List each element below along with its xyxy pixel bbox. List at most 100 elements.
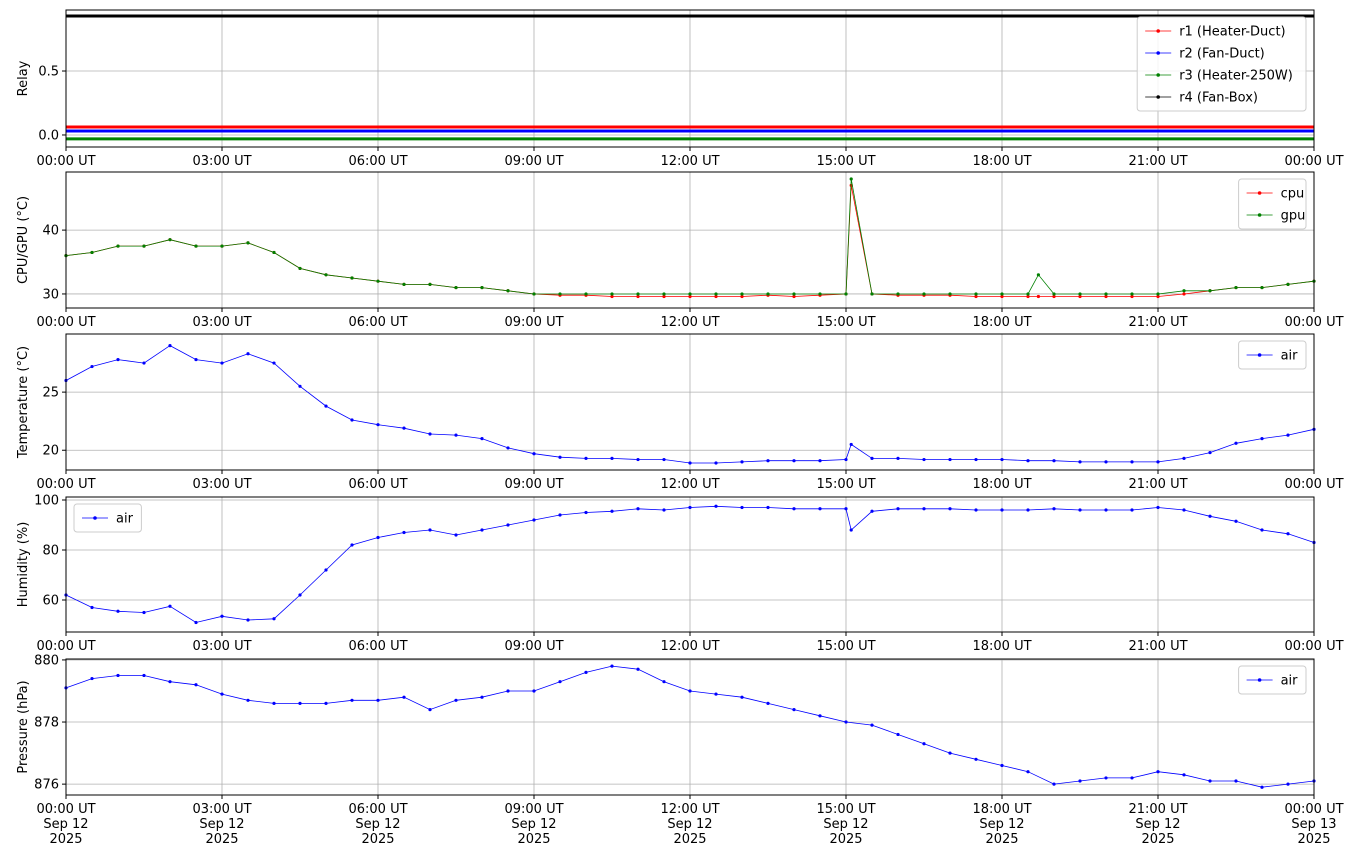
data-point xyxy=(350,543,354,547)
x-tick-label-line: Sep 12 xyxy=(667,817,712,832)
x-tick-label: 06:00 UT xyxy=(348,639,407,654)
data-point xyxy=(324,404,328,408)
x-tick-label-line: 00:00 UT xyxy=(1284,802,1343,817)
legend: cpu gpu xyxy=(1238,178,1307,230)
x-tick-label: 00:00 UT xyxy=(1284,154,1343,169)
data-point xyxy=(558,292,562,296)
data-point xyxy=(350,418,354,422)
data-point xyxy=(324,273,328,277)
x-tick-label: 18:00 UT xyxy=(972,639,1031,654)
x-tick-label-line: 00:00 UT xyxy=(1284,154,1343,169)
x-tick-label-line: 03:00 UT xyxy=(192,802,251,817)
data-point xyxy=(662,292,666,296)
data-point xyxy=(974,292,978,296)
data-point xyxy=(428,528,432,532)
y-axis-label: Humidity (%) xyxy=(16,522,31,608)
data-point xyxy=(974,757,978,761)
data-point xyxy=(740,292,744,296)
x-tick-label-line: 15:00 UT xyxy=(816,477,875,492)
y-tick-label: 100 xyxy=(34,494,59,509)
data-point xyxy=(402,695,406,699)
x-tick-label-line: 2025 xyxy=(49,832,82,847)
x-tick-label-line: Sep 12 xyxy=(43,817,88,832)
data-point xyxy=(1026,459,1030,463)
data-point xyxy=(142,361,146,365)
data-point xyxy=(246,352,250,356)
data-point xyxy=(792,292,796,296)
x-tick-label-line: 15:00 UT xyxy=(816,315,875,330)
legend: air xyxy=(73,503,142,533)
y-tick-label: 25 xyxy=(42,386,59,401)
data-point xyxy=(849,528,853,532)
data-point xyxy=(1000,294,1004,299)
x-tick-label: 00:00 UT Sep 12 2025 xyxy=(36,802,95,847)
data-point xyxy=(974,294,978,299)
data-point xyxy=(584,456,588,460)
y-tick-label: 880 xyxy=(34,653,59,668)
x-tick-label-line: 12:00 UT xyxy=(660,477,719,492)
data-point xyxy=(272,250,276,255)
legend-label: r3 (Heater-250W) xyxy=(1179,69,1293,84)
legend-marker xyxy=(1257,353,1262,357)
data-point xyxy=(1182,292,1186,296)
x-tick-label: 00:00 UT xyxy=(1284,477,1343,492)
data-point xyxy=(948,751,952,755)
data-point xyxy=(350,698,354,702)
data-point xyxy=(532,518,536,522)
x-tick-label: 21:00 UT xyxy=(1128,477,1187,492)
data-point xyxy=(1260,528,1264,532)
data-point xyxy=(818,459,822,463)
legend-marker xyxy=(1156,51,1160,55)
data-point xyxy=(1156,460,1160,464)
x-tick-label-line: 2025 xyxy=(673,832,706,847)
x-tick-label-line: 2025 xyxy=(1297,832,1330,847)
data-point xyxy=(584,510,588,515)
data-point xyxy=(506,523,510,527)
data-point xyxy=(849,442,853,447)
data-point xyxy=(428,282,432,286)
legend-marker xyxy=(1156,29,1160,33)
x-tick-label-line: 21:00 UT xyxy=(1128,315,1187,330)
data-point xyxy=(1078,294,1082,299)
plot-frame xyxy=(65,496,1315,633)
data-point xyxy=(792,294,796,299)
x-tick-label-line: 09:00 UT xyxy=(504,315,563,330)
x-tick-label-line: 03:00 UT xyxy=(192,154,251,169)
x-tick-label-line: 2025 xyxy=(985,832,1018,847)
data-point xyxy=(1104,508,1108,512)
data-point xyxy=(1078,460,1082,464)
data-point xyxy=(714,461,718,465)
legend: air xyxy=(1238,665,1307,695)
x-tick-label: 09:00 UT xyxy=(504,154,563,169)
data-point xyxy=(870,723,874,727)
y-tick-label: 0.5 xyxy=(38,65,59,80)
x-tick-label-line: 06:00 UT xyxy=(348,315,407,330)
data-point xyxy=(1156,505,1160,510)
legend-label: gpu xyxy=(1281,209,1306,224)
x-tick-label-line: 03:00 UT xyxy=(192,639,251,654)
x-tick-label: 12:00 UT xyxy=(660,477,719,492)
data-point xyxy=(142,673,146,678)
x-tick-label: 18:00 UT xyxy=(972,315,1031,330)
x-tick-label-line: 18:00 UT xyxy=(972,154,1031,169)
data-point xyxy=(480,285,484,290)
data-point xyxy=(194,683,198,687)
data-point xyxy=(1026,770,1030,774)
data-point xyxy=(1026,508,1030,512)
data-point xyxy=(480,528,484,532)
data-point xyxy=(1130,508,1134,512)
data-point xyxy=(948,292,952,296)
x-tick-label-line: 21:00 UT xyxy=(1128,477,1187,492)
x-tick-label: 00:00 UT Sep 13 2025 xyxy=(1284,802,1343,847)
y-tick-label: 40 xyxy=(42,224,59,239)
data-point xyxy=(688,461,692,465)
data-point xyxy=(1130,294,1134,299)
data-point xyxy=(168,238,172,242)
x-tick-label-line: 06:00 UT xyxy=(348,154,407,169)
x-tick-label-line: 09:00 UT xyxy=(504,802,563,817)
x-tick-label: 00:00 UT xyxy=(36,315,95,330)
data-point xyxy=(792,507,796,511)
data-point xyxy=(298,593,302,597)
data-point xyxy=(896,456,900,460)
x-tick-label-line: 00:00 UT xyxy=(1284,477,1343,492)
